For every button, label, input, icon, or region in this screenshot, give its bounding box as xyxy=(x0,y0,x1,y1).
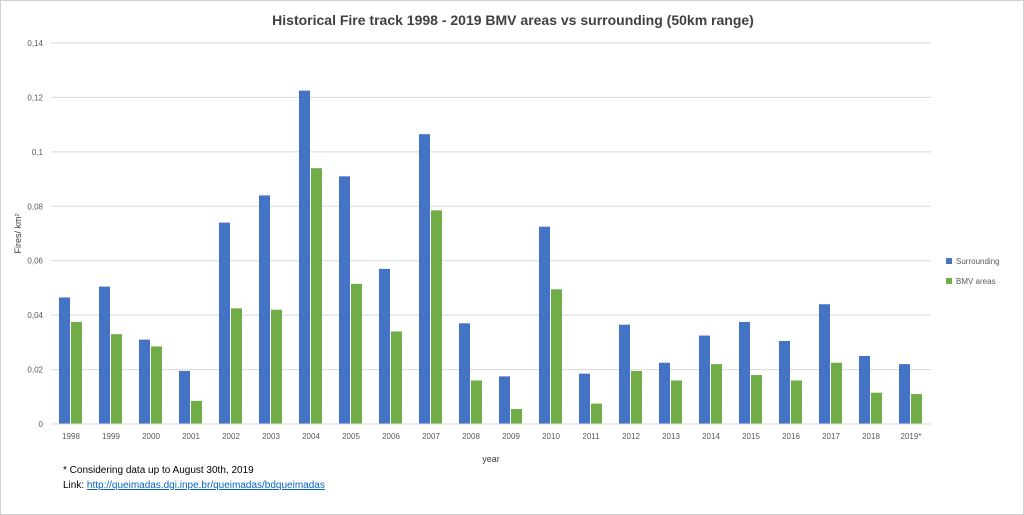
bar-surrounding xyxy=(539,226,550,424)
x-tick-label: 2016 xyxy=(782,432,800,441)
bar-bmv-areas xyxy=(391,331,402,424)
legend-label: BMV areas xyxy=(956,277,996,286)
legend-swatch xyxy=(946,278,952,284)
bar-surrounding xyxy=(379,268,390,424)
y-tick-label: 0,08 xyxy=(27,202,43,211)
x-tick-label: 2018 xyxy=(862,432,880,441)
y-axis-ticks: 0 0,02 0,04 0,06 0,08 0,1 0,12 0,14 xyxy=(27,39,43,429)
source-link[interactable]: http://queimadas.dgi.inpe.br/queimadas/b… xyxy=(86,480,325,491)
bars xyxy=(59,90,922,425)
x-axis-label: year xyxy=(482,454,500,464)
bar-surrounding xyxy=(499,376,510,424)
bar-surrounding xyxy=(819,304,830,424)
bar-surrounding xyxy=(459,323,470,424)
x-tick-label: 2006 xyxy=(382,432,400,441)
x-tick-label: 2005 xyxy=(342,432,360,441)
bar-bmv-areas xyxy=(551,289,562,424)
bar-bmv-areas xyxy=(831,362,842,424)
bar-bmv-areas xyxy=(71,321,82,424)
y-axis-label: Fires/ km² xyxy=(13,214,23,254)
x-tick-label: 2013 xyxy=(662,432,680,441)
bar-surrounding xyxy=(99,286,110,424)
bar-bmv-areas xyxy=(751,375,762,424)
x-tick-label: 2009 xyxy=(502,432,520,441)
y-tick-label: 0 xyxy=(39,420,44,429)
x-tick-label: 2004 xyxy=(302,432,320,441)
bar-surrounding xyxy=(899,364,910,424)
bar-surrounding xyxy=(139,339,150,424)
bar-surrounding xyxy=(739,321,750,424)
x-tick-label: 1999 xyxy=(102,432,120,441)
bar-bmv-areas xyxy=(911,394,922,424)
bar-surrounding xyxy=(579,373,590,424)
x-tick-label: 2001 xyxy=(182,432,200,441)
bar-bmv-areas xyxy=(791,380,802,424)
bar-bmv-areas xyxy=(871,392,882,424)
y-tick-label: 0,1 xyxy=(32,148,44,157)
y-tick-label: 0,14 xyxy=(27,39,43,48)
bar-bmv-areas xyxy=(351,283,362,424)
bar-surrounding xyxy=(619,324,630,424)
y-tick-label: 0,02 xyxy=(27,366,43,375)
bar-bmv-areas xyxy=(111,334,122,424)
bar-bmv-areas xyxy=(151,346,162,424)
bar-surrounding xyxy=(339,176,350,424)
bar-bmv-areas xyxy=(711,364,722,424)
bar-bmv-areas xyxy=(671,380,682,424)
bar-bmv-areas xyxy=(191,400,202,424)
bar-bmv-areas xyxy=(631,370,642,424)
y-tick-label: 0,12 xyxy=(27,93,43,102)
x-tick-label: 2000 xyxy=(142,432,160,441)
footnote-link-prefix: Link: xyxy=(63,480,87,491)
x-tick-label: 2014 xyxy=(702,432,720,441)
gridlines xyxy=(51,42,931,371)
y-tick-label: 0,06 xyxy=(27,257,43,266)
x-tick-label: 2010 xyxy=(542,432,560,441)
footnote-link-line: Link: http://queimadas.dgi.inpe.br/queim… xyxy=(63,480,325,491)
bar-bmv-areas xyxy=(471,380,482,424)
bar-surrounding xyxy=(259,195,270,424)
bar-surrounding xyxy=(779,340,790,424)
bar-surrounding xyxy=(699,335,710,424)
bar-surrounding xyxy=(219,222,230,424)
bar-surrounding xyxy=(179,370,190,424)
bar-bmv-areas xyxy=(431,210,442,424)
x-tick-label: 2007 xyxy=(422,432,440,441)
x-tick-label: 2008 xyxy=(462,432,480,441)
bar-surrounding xyxy=(859,355,870,424)
bar-bmv-areas xyxy=(311,168,322,424)
x-tick-label: 2003 xyxy=(262,432,280,441)
bar-bmv-areas xyxy=(271,309,282,424)
bar-surrounding xyxy=(659,362,670,424)
footnote-note: * Considering data up to August 30th, 20… xyxy=(63,465,254,476)
legend: Surrounding BMV areas xyxy=(946,257,1000,286)
chart-title: Historical Fire track 1998 - 2019 BMV ar… xyxy=(272,12,754,28)
x-axis-ticks: 1998 1999 2000 2001 2002 2003 2004 2005 2006 2007… xyxy=(62,432,921,441)
x-tick-label: 2011 xyxy=(582,432,600,441)
legend-label: Surrounding xyxy=(956,257,1000,266)
x-tick-label: 1998 xyxy=(62,432,80,441)
x-tick-label: 2019* xyxy=(901,432,922,441)
x-tick-label: 2002 xyxy=(222,432,240,441)
bar-surrounding xyxy=(299,90,310,424)
y-tick-label: 0,04 xyxy=(27,311,43,320)
bar-bmv-areas xyxy=(591,403,602,424)
legend-swatch xyxy=(946,258,952,264)
x-tick-label: 2012 xyxy=(622,432,640,441)
bar-bmv-areas xyxy=(511,409,522,424)
x-tick-label: 2015 xyxy=(742,432,760,441)
x-tick-label: 2017 xyxy=(822,432,840,441)
bar-surrounding xyxy=(419,134,430,425)
bar-surrounding xyxy=(59,297,70,424)
bar-bmv-areas xyxy=(231,308,242,424)
